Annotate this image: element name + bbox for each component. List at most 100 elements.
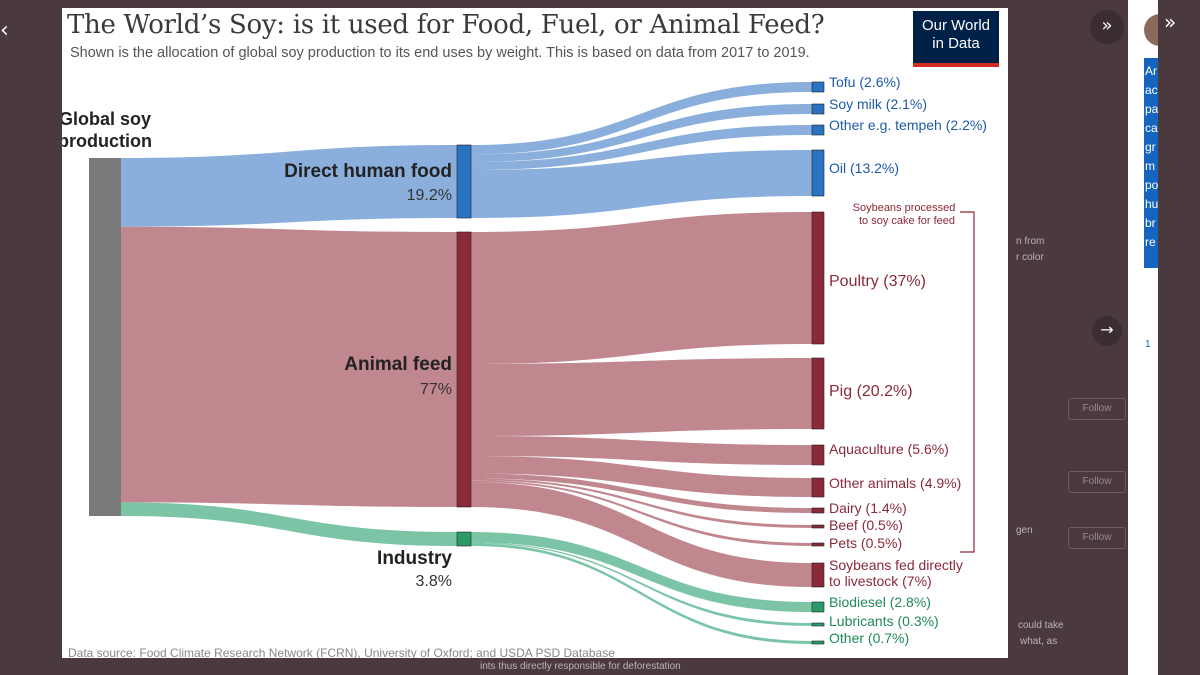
root-node — [89, 158, 121, 516]
end-use-node — [811, 622, 825, 627]
group-label: Industry — [377, 548, 452, 569]
end-use-label: Pig (20.2%) — [829, 383, 913, 400]
double-chevron-icon[interactable]: » — [1164, 10, 1177, 34]
follow-button[interactable]: Follow — [1068, 398, 1126, 420]
end-use-label: Tofu (2.6%) — [829, 74, 901, 90]
group-node — [456, 231, 472, 508]
flow-to-end-use — [471, 482, 812, 587]
panel-text-line: gr — [1145, 140, 1156, 154]
right-dark-strip: » — [1158, 0, 1200, 675]
end-use-node — [811, 149, 825, 197]
chart-title: The World’s Soy: is it used for Food, Fu… — [67, 10, 825, 40]
selected-text-highlight — [1144, 58, 1158, 268]
flow-to-end-use — [471, 532, 812, 612]
root-label: production — [62, 131, 152, 151]
end-use-label: Poultry (37%) — [829, 273, 926, 290]
follow-button[interactable]: Follow — [1068, 471, 1126, 493]
flow-to-end-use — [471, 436, 812, 465]
group-value: 3.8% — [416, 573, 452, 590]
end-use-label: Pets (0.5%) — [829, 535, 902, 551]
end-use-label: Dairy (1.4%) — [829, 500, 907, 516]
end-use-label: Other e.g. tempeh (2.2%) — [829, 117, 987, 133]
end-use-node — [811, 542, 825, 547]
panel-text-line: 1 — [1145, 339, 1151, 350]
bracket-label: Soybeans processed — [853, 202, 956, 214]
root-label: Global soy — [62, 109, 151, 129]
flow-to-end-use — [471, 478, 812, 528]
logo-line: Our World — [921, 17, 991, 34]
flow-to-end-use — [471, 82, 812, 155]
end-use-node — [811, 124, 825, 136]
group-label: Animal feed — [344, 354, 452, 375]
panel-text-line: hu — [1145, 197, 1159, 211]
end-use-node — [811, 640, 825, 645]
end-use-label: Soy milk (2.1%) — [829, 96, 927, 112]
end-use-node — [811, 444, 825, 466]
bracket-label: to soy cake for feed — [859, 215, 955, 227]
bg-text: could take — [1018, 620, 1064, 631]
end-use-node — [811, 524, 825, 529]
bg-footer-text: ints thus directly responsible for defor… — [480, 661, 681, 672]
flow-root-to-industry — [121, 502, 457, 546]
flow-root-to-direct-human-food — [121, 145, 457, 227]
previous-arrow-icon[interactable]: ‹ — [0, 18, 9, 43]
group-node — [456, 531, 472, 547]
logo-line: in Data — [932, 35, 980, 52]
flow-to-end-use — [471, 104, 812, 163]
bg-text: what, as — [1020, 636, 1058, 647]
panel-text-line: pa — [1145, 102, 1159, 116]
next-arrow-icon[interactable]: → — [1092, 316, 1122, 346]
bg-text: r color — [1016, 252, 1044, 263]
end-use-node — [811, 562, 825, 588]
end-use-label: Other animals (4.9%) — [829, 475, 961, 491]
flow-to-end-use — [471, 150, 812, 218]
end-use-label: Other (0.7%) — [829, 630, 909, 646]
panel-text-line: 1:2 — [1145, 260, 1159, 271]
flow-root-to-animal-feed — [121, 226, 457, 507]
group-value: 19.2% — [407, 187, 452, 204]
end-use-node — [811, 103, 825, 115]
end-use-label: to livestock (7%) — [829, 573, 932, 589]
panel-text-line: Ar — [1145, 64, 1157, 78]
chart-card: Global soy production Direct human food 19.… — [62, 8, 1008, 658]
flow-to-end-use — [471, 473, 812, 513]
bg-text: n from — [1016, 236, 1045, 247]
chart-subtitle: Shown is the allocation of global soy pr… — [70, 45, 810, 61]
panel-text-line: ca — [1145, 121, 1158, 135]
end-use-label: Aquaculture (5.6%) — [829, 441, 949, 457]
panel-text: Ar ac pa ca gr m po hu br re 1:2 1 — [1145, 62, 1159, 354]
end-use-label: Oil (13.2%) — [829, 160, 899, 176]
flow-to-end-use — [471, 543, 812, 644]
flow-to-end-use — [471, 212, 812, 364]
end-use-node — [811, 357, 825, 430]
flow-to-end-use — [471, 125, 812, 171]
panel-text-line: po — [1145, 178, 1159, 192]
end-use-label: Biodiesel (2.8%) — [829, 594, 931, 610]
end-use-label: Beef (0.5%) — [829, 517, 903, 533]
owid-logo[interactable]: Our World in Data — [913, 11, 999, 67]
data-source: Data source: Food Climate Research Netwo… — [68, 646, 615, 658]
end-use-node — [811, 81, 825, 93]
bg-text: gen — [1016, 525, 1033, 536]
end-use-label: Soybeans fed directly — [829, 557, 963, 573]
flow-to-end-use — [471, 542, 812, 626]
end-use-node — [811, 507, 825, 514]
flow-to-end-use — [471, 358, 812, 437]
panel-text-line: br — [1145, 216, 1156, 230]
end-use-node — [811, 601, 825, 613]
group-label: Direct human food — [284, 161, 452, 182]
end-use-label: Lubricants (0.3%) — [829, 613, 939, 629]
panel-text-line: m — [1145, 159, 1155, 173]
flow-to-end-use — [471, 455, 812, 497]
follow-button[interactable]: Follow — [1068, 527, 1126, 549]
flow-to-end-use — [471, 480, 812, 546]
expand-double-chevron-icon[interactable]: » — [1090, 10, 1124, 44]
end-use-node — [811, 211, 825, 345]
end-use-node — [811, 477, 825, 498]
group-value: 77% — [420, 381, 452, 398]
panel-text-line: re — [1145, 235, 1156, 249]
bracket — [960, 211, 975, 553]
group-node — [456, 144, 472, 219]
panel-text-line: ac — [1145, 83, 1158, 97]
